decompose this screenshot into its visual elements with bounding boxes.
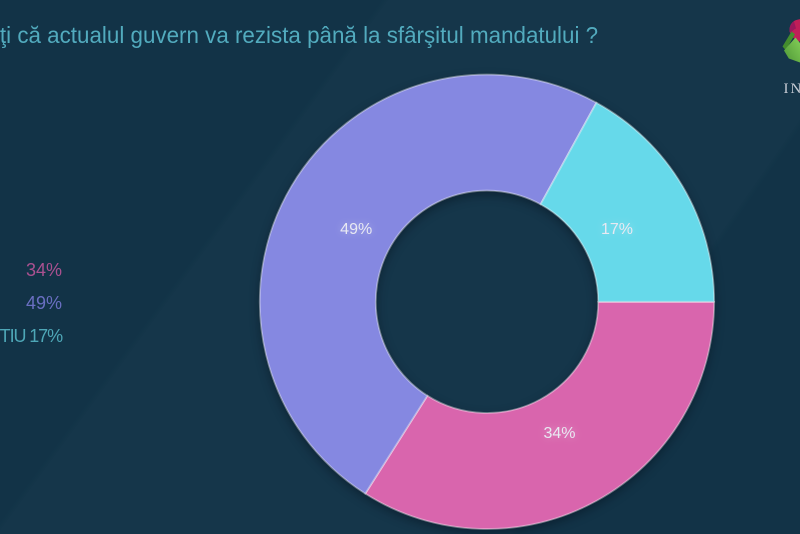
svg-text:34%: 34% xyxy=(543,425,575,442)
svg-text:49%: 49% xyxy=(340,221,372,238)
svg-text:17%: 17% xyxy=(601,221,633,238)
